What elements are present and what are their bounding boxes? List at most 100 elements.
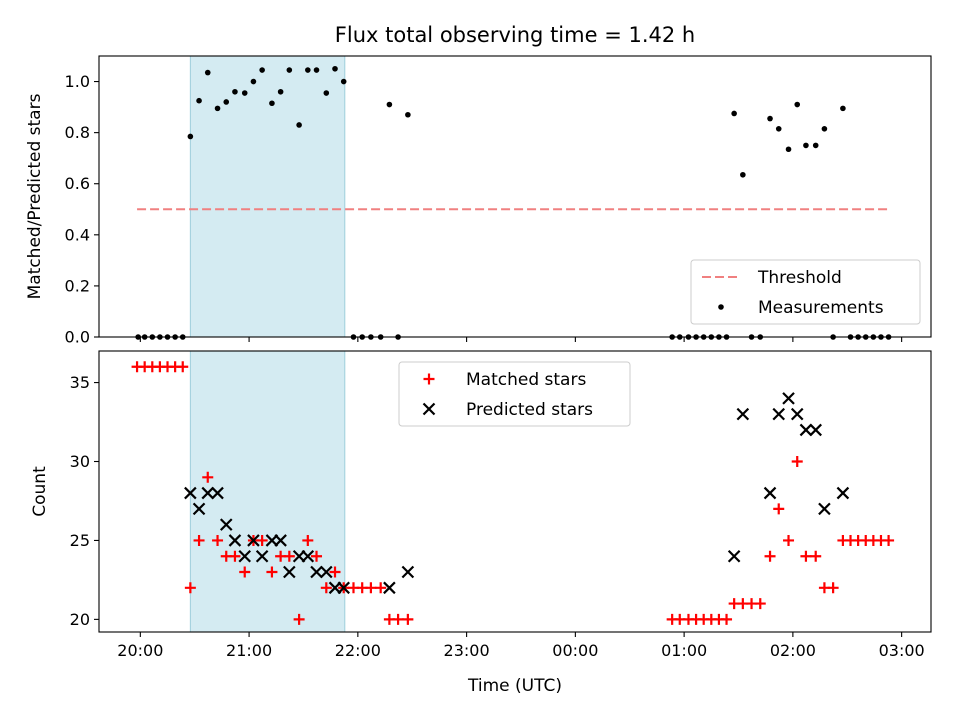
data-point bbox=[286, 67, 293, 73]
data-point bbox=[365, 582, 377, 594]
data-point bbox=[375, 582, 387, 594]
data-point bbox=[212, 534, 224, 546]
legend: Matched stars Predicted stars bbox=[398, 361, 631, 427]
data-point bbox=[214, 105, 221, 112]
count-panel: 20:00 21:00 22:00 23:00 00:00 01:00 02:00 03:00… bbox=[30, 350, 932, 660]
data-point bbox=[764, 550, 776, 562]
data-point bbox=[790, 407, 804, 421]
legend-entry-label: Matched stars bbox=[466, 370, 586, 390]
data-point bbox=[184, 486, 197, 500]
observing-interval-shade bbox=[189, 55, 346, 338]
data-point bbox=[405, 111, 411, 118]
x-tick-label: 00:00 bbox=[552, 641, 598, 660]
legend-entry-label: Threshold bbox=[757, 268, 842, 288]
x-tick-label: 01:00 bbox=[661, 641, 707, 660]
data-point bbox=[311, 550, 323, 562]
data-point bbox=[383, 581, 396, 595]
data-point bbox=[340, 78, 347, 85]
y-tick-label: 20 bbox=[70, 610, 90, 629]
y-tick-label: 0.8 bbox=[65, 123, 90, 142]
data-point bbox=[803, 142, 809, 149]
data-point bbox=[313, 67, 320, 73]
y-tick-label: 35 bbox=[70, 373, 90, 392]
legend-box bbox=[690, 259, 921, 325]
legend-box bbox=[398, 361, 631, 427]
plot-frame bbox=[98, 55, 932, 338]
series-matched-stars bbox=[131, 361, 895, 625]
legend-marker-swatch bbox=[422, 402, 436, 416]
data-point bbox=[177, 361, 189, 373]
data-point bbox=[241, 90, 248, 96]
y-axis-label: Count bbox=[30, 466, 50, 517]
data-point bbox=[320, 582, 332, 594]
legend-marker-swatch bbox=[718, 304, 724, 310]
legend-marker-swatch bbox=[423, 373, 435, 385]
data-point bbox=[827, 582, 839, 594]
y-tick-label: 0.0 bbox=[65, 328, 90, 347]
data-point bbox=[821, 126, 828, 132]
data-point bbox=[727, 549, 741, 563]
data-point bbox=[785, 146, 792, 153]
y-tick-label: 30 bbox=[70, 452, 90, 471]
data-point bbox=[232, 88, 238, 95]
data-point bbox=[332, 65, 338, 72]
legend: Threshold Measurements bbox=[690, 259, 921, 325]
data-point bbox=[296, 122, 302, 128]
data-point bbox=[196, 97, 202, 104]
data-point bbox=[187, 133, 194, 140]
data-point bbox=[302, 534, 314, 546]
data-point bbox=[791, 456, 803, 468]
data-point bbox=[731, 110, 737, 117]
x-axis-label: Time (UTC) bbox=[467, 676, 562, 696]
series-predicted-stars bbox=[184, 392, 850, 595]
data-point bbox=[255, 549, 269, 563]
data-point bbox=[721, 613, 733, 625]
data-point bbox=[305, 67, 311, 73]
data-point bbox=[772, 407, 786, 421]
x-tick-label: 21:00 bbox=[226, 641, 272, 660]
plot-frame bbox=[98, 350, 932, 633]
y-tick-label: 0.6 bbox=[65, 174, 90, 193]
data-point bbox=[386, 101, 393, 108]
x-tick-label: 20:00 bbox=[117, 641, 163, 660]
data-point bbox=[239, 566, 251, 578]
data-point bbox=[818, 502, 831, 516]
data-point bbox=[193, 534, 205, 546]
data-point bbox=[274, 534, 287, 547]
data-point bbox=[301, 549, 315, 563]
data-point bbox=[238, 549, 252, 563]
data-point bbox=[192, 502, 206, 516]
data-point bbox=[310, 565, 323, 579]
data-point bbox=[277, 88, 284, 95]
data-point bbox=[323, 90, 330, 96]
chart-title: Flux total observing time = 1.42 h bbox=[335, 23, 695, 47]
data-point bbox=[204, 69, 211, 76]
data-point bbox=[219, 518, 233, 531]
data-point bbox=[810, 550, 822, 562]
data-point bbox=[840, 105, 846, 112]
data-point bbox=[767, 115, 773, 122]
data-point bbox=[392, 613, 404, 625]
y-tick-label: 0.2 bbox=[65, 276, 90, 295]
legend-entry-label: Measurements bbox=[758, 298, 884, 318]
data-point bbox=[773, 503, 785, 515]
data-point bbox=[283, 565, 296, 579]
data-point bbox=[211, 486, 224, 500]
data-point bbox=[401, 565, 415, 579]
data-point bbox=[247, 534, 260, 547]
x-tick-label: 02:00 bbox=[770, 641, 816, 660]
data-point bbox=[320, 565, 333, 579]
data-point bbox=[775, 126, 782, 132]
data-point bbox=[736, 407, 750, 421]
data-point bbox=[259, 67, 265, 73]
data-point bbox=[184, 582, 196, 594]
data-point bbox=[809, 423, 822, 437]
data-point bbox=[337, 581, 350, 595]
data-point bbox=[293, 613, 305, 625]
data-point bbox=[754, 598, 766, 610]
data-point bbox=[202, 471, 214, 483]
x-tick-label: 23:00 bbox=[444, 641, 490, 660]
data-point bbox=[269, 100, 275, 107]
data-point bbox=[836, 486, 850, 500]
data-point bbox=[783, 534, 795, 546]
